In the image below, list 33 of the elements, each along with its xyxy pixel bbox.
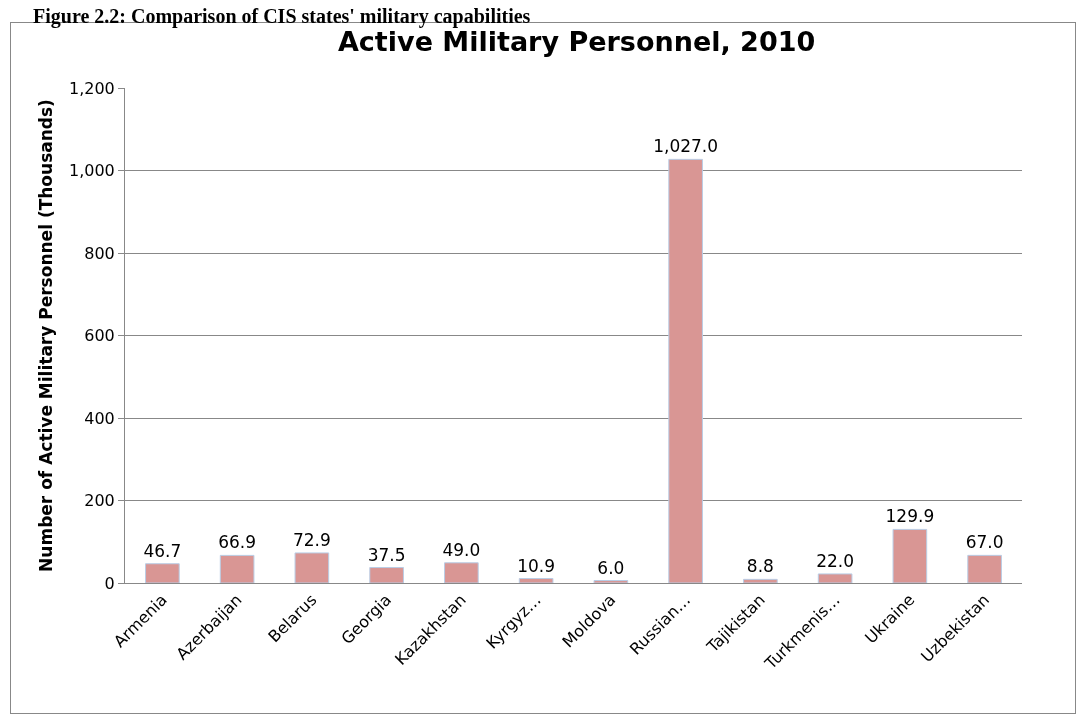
- data-label: 22.0: [816, 550, 855, 571]
- bar: [743, 578, 778, 583]
- data-label: 6.0: [597, 557, 625, 578]
- data-label: 37.5: [367, 544, 406, 565]
- bar: [444, 562, 479, 583]
- data-label: 49.0: [442, 539, 481, 560]
- data-label: 1,027.0: [653, 136, 719, 157]
- bar: [892, 528, 928, 583]
- data-label: 66.9: [218, 532, 257, 553]
- y-tick-label: 600: [84, 326, 115, 346]
- data-label: 129.9: [885, 506, 935, 527]
- data-label: 72.9: [292, 529, 331, 550]
- y-tick-label: 800: [84, 243, 115, 263]
- y-tick-label: 0: [104, 573, 115, 593]
- bar: [219, 554, 255, 583]
- data-label: 10.9: [517, 555, 556, 576]
- bar: [967, 554, 1002, 583]
- y-axis-title: Number of Active Military Personnel (Thousands): [35, 99, 56, 572]
- data-label: 8.8: [746, 556, 774, 577]
- y-tick-label: 400: [84, 408, 115, 428]
- data-label: 67.0: [965, 532, 1004, 553]
- caption: Figure 2.2: Comparison of CIS states' military capabilities: [33, 5, 531, 28]
- y-tick-label: 1,200: [68, 78, 115, 98]
- bar: [518, 578, 554, 583]
- bar: [668, 158, 703, 583]
- bar: [593, 580, 629, 583]
- bar: [369, 567, 404, 583]
- bar: [145, 563, 180, 583]
- bar: [817, 573, 853, 583]
- y-tick-label: 200: [84, 491, 115, 511]
- data-label: 46.7: [143, 540, 182, 561]
- y-tick-label: 1,000: [68, 161, 115, 181]
- bar: [294, 552, 330, 583]
